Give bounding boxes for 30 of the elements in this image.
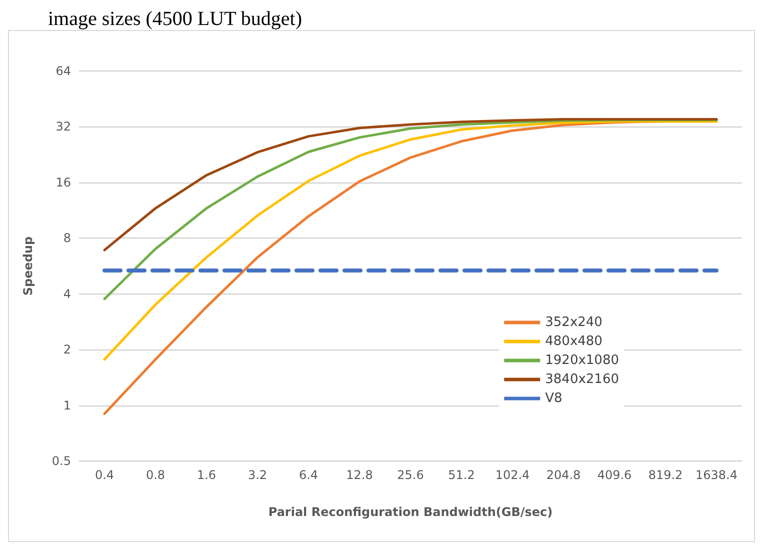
legend-label: V8: [545, 391, 562, 406]
x-tick-label: 819.2: [648, 468, 683, 482]
legend-label: 3840x2160: [545, 372, 620, 387]
x-tick-label: 3.2: [248, 468, 268, 482]
x-axis-title: Parial Reconfiguration Bandwidth(GB/sec): [268, 505, 553, 519]
chart-title: image sizes (4500 LUT budget): [47, 8, 304, 30]
y-tick-label: 16: [56, 175, 71, 190]
y-axis-title: Speedup: [21, 236, 35, 296]
legend-label: 480x480: [545, 334, 602, 349]
y-tick-label: 1: [63, 398, 71, 412]
x-tick-label: 204.8: [546, 468, 581, 482]
x-tick-label: 25.6: [397, 468, 424, 482]
line-series: [103, 118, 718, 252]
x-tick-label: 0.8: [146, 468, 166, 482]
y-tick-label: 32: [56, 120, 71, 134]
legend-label: 1920x1080: [545, 353, 620, 368]
x-tick-label: 1.6: [196, 468, 216, 482]
y-tick-label: 0.5: [52, 454, 71, 468]
y-tick-label: 64: [56, 64, 71, 78]
y-tick-label: 4: [63, 286, 71, 301]
legend-label: 352x240: [545, 315, 602, 330]
x-tick-label: 409.6: [597, 468, 632, 482]
x-tick-label: 12.8: [346, 468, 373, 482]
x-tick-label: 1638.4: [696, 468, 738, 482]
y-tick-label: 8: [63, 231, 71, 246]
x-tick-label: 0.4: [94, 468, 114, 482]
x-tick-label: 6.4: [298, 468, 318, 482]
y-tick-label: 2: [63, 342, 71, 357]
x-tick-label: 51.2: [448, 468, 475, 482]
x-tick-label: 102.4: [495, 468, 530, 482]
